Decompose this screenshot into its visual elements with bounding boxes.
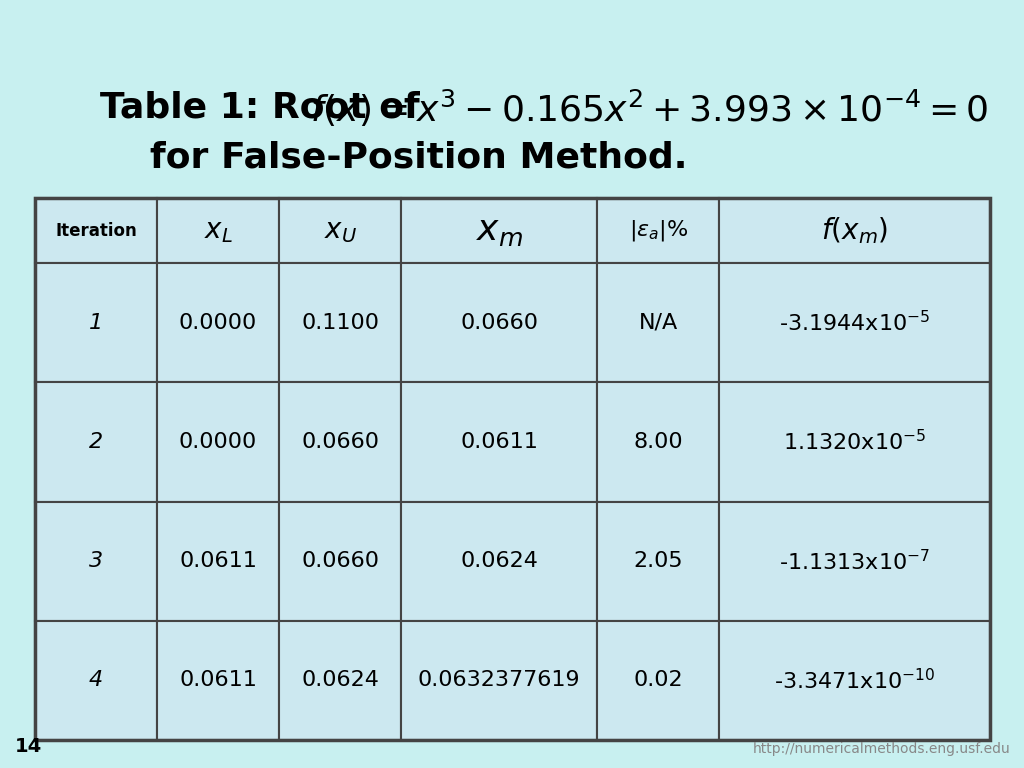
Text: $x_m$: $x_m$ bbox=[475, 214, 523, 247]
Bar bbox=[597, 198, 720, 263]
Text: 0.1100: 0.1100 bbox=[301, 313, 379, 333]
Bar bbox=[720, 382, 990, 502]
Text: 3: 3 bbox=[89, 551, 103, 571]
Bar bbox=[401, 263, 597, 382]
Text: 1.1320x10$^{-5}$: 1.1320x10$^{-5}$ bbox=[783, 429, 927, 455]
Bar bbox=[35, 198, 157, 263]
Text: http://numericalmethods.eng.usf.edu: http://numericalmethods.eng.usf.edu bbox=[753, 742, 1010, 756]
Bar bbox=[597, 502, 720, 621]
Text: 0.0660: 0.0660 bbox=[301, 432, 379, 452]
Text: 14: 14 bbox=[15, 737, 42, 756]
Bar bbox=[35, 502, 157, 621]
Text: 0.0660: 0.0660 bbox=[301, 551, 379, 571]
Text: -1.1313x10$^{-7}$: -1.1313x10$^{-7}$ bbox=[779, 548, 930, 574]
Text: $x_L$: $x_L$ bbox=[204, 217, 232, 244]
Bar bbox=[157, 621, 280, 740]
Text: 0.0611: 0.0611 bbox=[461, 432, 539, 452]
Text: $f(x)=x^3-0.165x^2+3.993\times10^{-4}=0$: $f(x)=x^3-0.165x^2+3.993\times10^{-4}=0$ bbox=[310, 88, 988, 128]
Bar bbox=[401, 621, 597, 740]
Text: for False-Position Method.: for False-Position Method. bbox=[150, 141, 687, 175]
Bar bbox=[35, 198, 990, 740]
Text: 0.0611: 0.0611 bbox=[179, 551, 257, 571]
Bar bbox=[35, 621, 157, 740]
Text: 2.05: 2.05 bbox=[634, 551, 683, 571]
Bar bbox=[401, 198, 597, 263]
Bar bbox=[280, 198, 401, 263]
Text: $x_U$: $x_U$ bbox=[324, 217, 356, 244]
Bar bbox=[157, 263, 280, 382]
Text: 0.0660: 0.0660 bbox=[460, 313, 539, 333]
Bar bbox=[35, 382, 157, 502]
Bar bbox=[157, 198, 280, 263]
Bar bbox=[280, 502, 401, 621]
Text: N/A: N/A bbox=[639, 313, 678, 333]
Text: 0.0000: 0.0000 bbox=[179, 432, 257, 452]
Bar bbox=[401, 502, 597, 621]
Bar bbox=[720, 198, 990, 263]
Bar bbox=[280, 382, 401, 502]
Text: Table 1: Root of: Table 1: Root of bbox=[100, 91, 432, 125]
Bar bbox=[157, 502, 280, 621]
Text: 2: 2 bbox=[89, 432, 103, 452]
Text: -3.3471x10$^{-10}$: -3.3471x10$^{-10}$ bbox=[774, 667, 935, 693]
Text: $f(x_m)$: $f(x_m)$ bbox=[821, 215, 888, 246]
Text: Iteration: Iteration bbox=[55, 221, 137, 240]
Text: 1: 1 bbox=[89, 313, 103, 333]
Text: 0.0611: 0.0611 bbox=[179, 670, 257, 690]
Bar bbox=[597, 263, 720, 382]
Bar bbox=[401, 382, 597, 502]
Bar bbox=[35, 263, 157, 382]
Bar bbox=[720, 621, 990, 740]
Text: -3.1944x10$^{-5}$: -3.1944x10$^{-5}$ bbox=[779, 310, 931, 335]
Text: 0.02: 0.02 bbox=[634, 670, 683, 690]
Text: 0.0624: 0.0624 bbox=[461, 551, 539, 571]
Text: 0.0624: 0.0624 bbox=[301, 670, 379, 690]
Text: 4: 4 bbox=[89, 670, 103, 690]
Text: 8.00: 8.00 bbox=[634, 432, 683, 452]
Bar bbox=[597, 621, 720, 740]
Bar bbox=[720, 502, 990, 621]
Text: $|\epsilon_a|\%$: $|\epsilon_a|\%$ bbox=[629, 218, 688, 243]
Text: 0.0632377619: 0.0632377619 bbox=[418, 670, 581, 690]
Bar bbox=[157, 382, 280, 502]
Bar bbox=[597, 382, 720, 502]
Bar bbox=[280, 621, 401, 740]
Bar bbox=[720, 263, 990, 382]
Bar bbox=[280, 263, 401, 382]
Text: 0.0000: 0.0000 bbox=[179, 313, 257, 333]
